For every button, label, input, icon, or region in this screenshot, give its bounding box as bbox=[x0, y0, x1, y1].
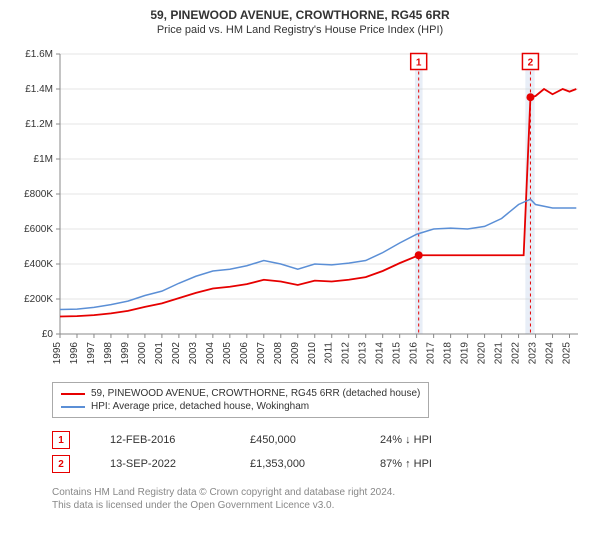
svg-text:2002: 2002 bbox=[171, 342, 182, 365]
sales-table: 1 12-FEB-2016 £450,000 24% ↓ HPI 2 13-SEP-202… bbox=[52, 428, 588, 476]
svg-text:2023: 2023 bbox=[528, 342, 539, 365]
chart-plot-area: £0 £200K £400K £600K £800K £1M £1.2M £1.4M £1.6M… bbox=[12, 44, 588, 374]
svg-text:2006: 2006 bbox=[239, 342, 250, 365]
svg-text:£200K: £200K bbox=[24, 294, 53, 305]
svg-text:£0: £0 bbox=[42, 329, 54, 340]
svg-text:2016: 2016 bbox=[409, 342, 420, 365]
svg-text:£1.6M: £1.6M bbox=[25, 49, 53, 60]
chart-subtitle: Price paid vs. HM Land Registry's House … bbox=[12, 24, 588, 36]
svg-text:2021: 2021 bbox=[494, 342, 505, 365]
svg-text:2008: 2008 bbox=[273, 342, 284, 365]
sale-badge: 2 bbox=[52, 455, 70, 473]
svg-text:2013: 2013 bbox=[358, 342, 369, 365]
svg-text:2010: 2010 bbox=[307, 342, 318, 365]
sale-delta: 87% ↑ HPI bbox=[380, 458, 432, 470]
footer-attribution: Contains HM Land Registry data © Crown c… bbox=[52, 486, 588, 512]
svg-text:£600K: £600K bbox=[24, 224, 53, 235]
svg-text:2024: 2024 bbox=[545, 342, 556, 365]
sale-price: £450,000 bbox=[250, 434, 340, 446]
legend-item: HPI: Average price, detached house, Woki… bbox=[61, 400, 420, 413]
sale-row: 1 12-FEB-2016 £450,000 24% ↓ HPI bbox=[52, 428, 588, 452]
svg-text:2011: 2011 bbox=[324, 342, 335, 364]
legend-item: 59, PINEWOOD AVENUE, CROWTHORNE, RG45 6R… bbox=[61, 387, 420, 400]
svg-text:£400K: £400K bbox=[24, 259, 53, 270]
svg-text:2004: 2004 bbox=[205, 342, 216, 365]
svg-text:1995: 1995 bbox=[52, 342, 63, 365]
sale-date: 12-FEB-2016 bbox=[110, 434, 210, 446]
svg-text:2017: 2017 bbox=[426, 342, 437, 365]
sale-badge: 1 bbox=[52, 431, 70, 449]
svg-text:2007: 2007 bbox=[256, 342, 267, 365]
legend: 59, PINEWOOD AVENUE, CROWTHORNE, RG45 6R… bbox=[52, 382, 429, 418]
svg-text:2009: 2009 bbox=[290, 342, 301, 365]
svg-text:1999: 1999 bbox=[120, 342, 131, 365]
svg-text:2025: 2025 bbox=[562, 342, 573, 365]
svg-text:2: 2 bbox=[528, 58, 534, 69]
chart-title: 59, PINEWOOD AVENUE, CROWTHORNE, RG45 6R… bbox=[12, 8, 588, 22]
svg-text:£1M: £1M bbox=[34, 154, 53, 165]
svg-text:1996: 1996 bbox=[69, 342, 80, 365]
svg-text:2018: 2018 bbox=[443, 342, 454, 365]
sale-date: 13-SEP-2022 bbox=[110, 458, 210, 470]
svg-text:2015: 2015 bbox=[392, 342, 403, 365]
svg-text:1997: 1997 bbox=[86, 342, 97, 365]
svg-text:2005: 2005 bbox=[222, 342, 233, 365]
footer-line-1: Contains HM Land Registry data © Crown c… bbox=[52, 486, 588, 499]
svg-text:1998: 1998 bbox=[103, 342, 114, 365]
legend-label: 59, PINEWOOD AVENUE, CROWTHORNE, RG45 6R… bbox=[91, 388, 420, 399]
legend-swatch bbox=[61, 406, 85, 408]
svg-text:2003: 2003 bbox=[188, 342, 199, 365]
svg-text:£1.4M: £1.4M bbox=[25, 84, 53, 95]
svg-text:2014: 2014 bbox=[375, 342, 386, 365]
svg-text:£800K: £800K bbox=[24, 189, 53, 200]
svg-text:2022: 2022 bbox=[511, 342, 522, 365]
svg-text:2020: 2020 bbox=[477, 342, 488, 365]
svg-text:£1.2M: £1.2M bbox=[25, 119, 53, 130]
chart-container: 59, PINEWOOD AVENUE, CROWTHORNE, RG45 6R… bbox=[0, 0, 600, 520]
chart-svg: £0 £200K £400K £600K £800K £1M £1.2M £1.4M £1.6M… bbox=[12, 44, 588, 374]
svg-text:2000: 2000 bbox=[137, 342, 148, 365]
svg-text:1: 1 bbox=[416, 58, 422, 69]
sale-price: £1,353,000 bbox=[250, 458, 340, 470]
sale-delta: 24% ↓ HPI bbox=[380, 434, 432, 446]
svg-text:2001: 2001 bbox=[154, 342, 165, 365]
svg-text:2012: 2012 bbox=[341, 342, 352, 365]
legend-label: HPI: Average price, detached house, Woki… bbox=[91, 401, 309, 412]
sale-row: 2 13-SEP-2022 £1,353,000 87% ↑ HPI bbox=[52, 452, 588, 476]
legend-swatch bbox=[61, 393, 85, 395]
svg-text:2019: 2019 bbox=[460, 342, 471, 365]
footer-line-2: This data is licensed under the Open Gov… bbox=[52, 499, 588, 512]
